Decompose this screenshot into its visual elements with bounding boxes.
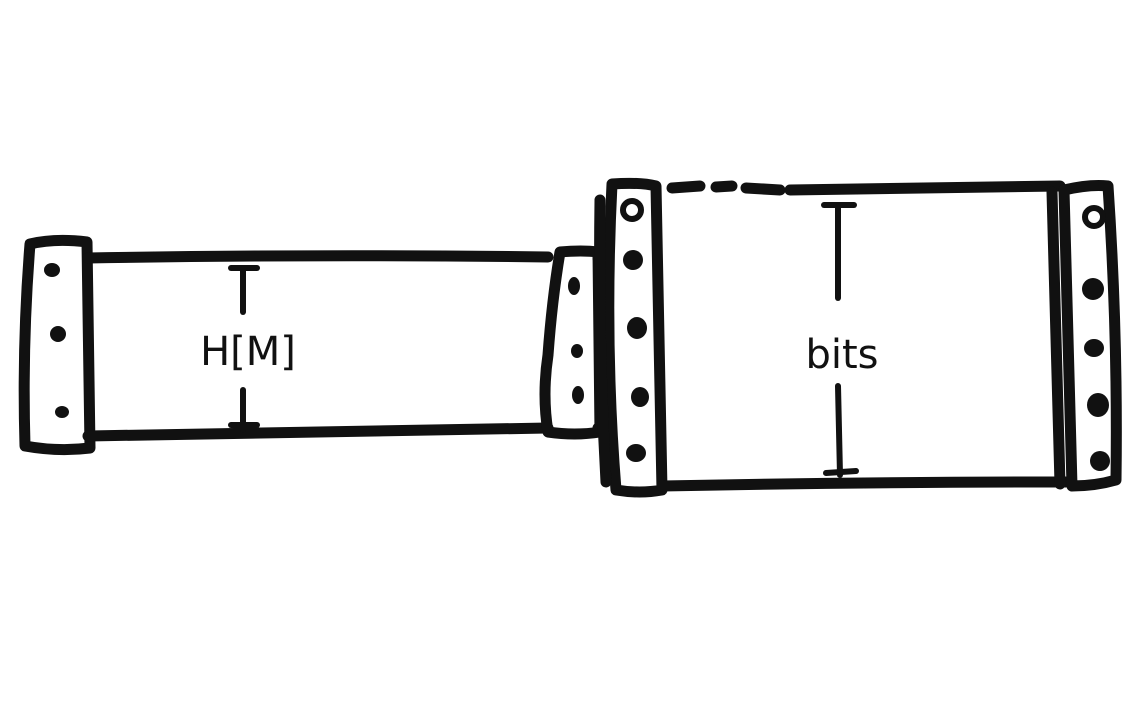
perforation-dot (44, 263, 60, 277)
perforation-dot (50, 326, 66, 342)
perforation-dot (620, 198, 644, 222)
large-tape-dimension-cap (823, 468, 859, 476)
small-tape: H[M] (18, 234, 612, 456)
perforation-dot (1087, 393, 1109, 417)
small-tape-right-flange (539, 245, 606, 440)
small-tape-bottom-edge (82, 422, 554, 442)
perforation-dot (1090, 451, 1110, 471)
perforation-dot (1082, 278, 1104, 300)
large-tape-label: bits (805, 332, 878, 378)
perforation-dot (626, 444, 646, 462)
perforation-dot (568, 277, 580, 295)
large-tape-top-edge (666, 180, 1066, 196)
perforation-dot (1084, 339, 1104, 357)
perforation-dot (627, 317, 647, 339)
perforation-dot (55, 406, 69, 418)
perforation-dot (623, 250, 643, 270)
small-tape-left-flange (18, 234, 96, 456)
perforation-dot (631, 387, 649, 407)
large-tape-left-flange-edge (594, 194, 612, 488)
large-tape-right-flange (1058, 180, 1122, 492)
small-tape-label: H[M] (200, 329, 296, 375)
large-tape-bottom-edge (656, 476, 1072, 492)
large-tape-right-inner-edge (1046, 186, 1066, 490)
perforation-dot (571, 344, 583, 358)
small-tape-top-edge (82, 250, 554, 264)
perforation-dot (1082, 205, 1106, 229)
large-tape-left-flange (603, 177, 668, 498)
large-tape-dimension-line (835, 383, 843, 478)
perforation-dot (572, 386, 584, 404)
large-tape: bits (594, 177, 1122, 498)
